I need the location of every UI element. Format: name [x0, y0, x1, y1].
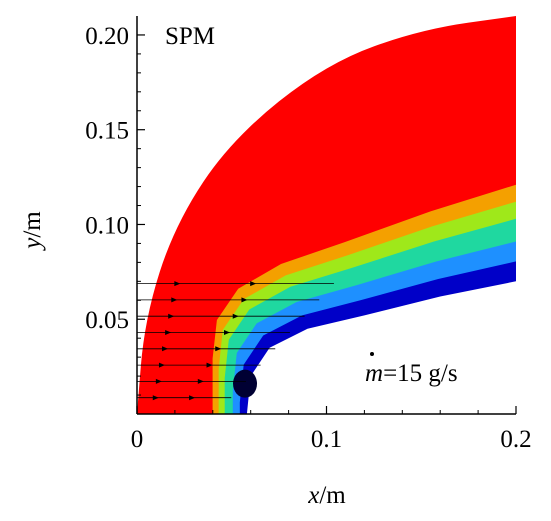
recirculation-core [233, 369, 258, 398]
y-tick-label: 0.10 [85, 212, 129, 239]
mass-flow-dot [370, 352, 374, 356]
x-axis-title: x/m [307, 482, 346, 509]
mass-flow-annotation: m=15 g/s [365, 352, 458, 387]
body-region [246, 281, 516, 414]
streamline-arrow [250, 281, 257, 287]
streamline-arrow [155, 378, 162, 384]
y-axis-title: y/m [19, 211, 46, 252]
y-tick-label: 0.20 [85, 23, 129, 50]
streamline-arrow [241, 297, 248, 303]
mass-flow-symbol: m [365, 360, 383, 387]
streamline-arrow [223, 330, 230, 336]
streamline-arrow [197, 378, 204, 384]
streamline-arrow [171, 297, 178, 303]
streamline-arrow [215, 346, 222, 352]
flow-field [137, 16, 516, 414]
streamlines [137, 281, 334, 401]
x-tick-label: 0.2 [500, 426, 531, 453]
streamline-arrow [174, 281, 181, 287]
streamline-arrow [158, 362, 165, 368]
y-tick-label: 0.05 [85, 307, 129, 334]
streamline-arrow [232, 313, 239, 319]
mass-flow-value: =15 g/s [383, 360, 458, 387]
x-tick-label: 0.1 [311, 426, 342, 453]
streamline-arrow [152, 395, 159, 401]
axes: 0 0.1 0.2 0.05 0.10 0.15 0.20 [85, 16, 532, 453]
x-tick-label: 0 [131, 426, 144, 453]
streamline-arrow [165, 330, 172, 336]
panel-label: SPM [165, 23, 215, 50]
svg-text:m=15 g/s: m=15 g/s [365, 360, 458, 387]
streamline-arrow [162, 346, 169, 352]
y-tick-label: 0.15 [85, 118, 129, 145]
streamline-arrow [189, 395, 196, 401]
streamline-arrow [206, 362, 213, 368]
streamline-arrow [168, 313, 175, 319]
